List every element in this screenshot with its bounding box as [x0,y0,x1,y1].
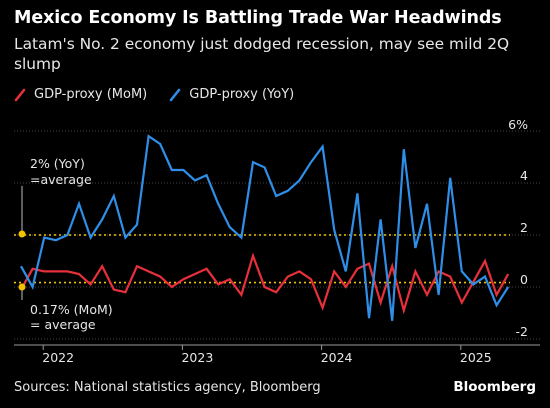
y-tick-label: 4 [520,168,528,183]
y-tick-label: 2 [520,220,528,235]
chart-subtitle: Latam's No. 2 economy just dodged recess… [14,35,510,73]
mom-average-sublabel: = average [30,317,96,332]
y-tick-label: 6% [508,117,528,132]
legend: GDP-proxy (MoM) GDP-proxy (YoY) [14,87,316,102]
series-layer [20,134,510,321]
legend-item-mom: GDP-proxy (MoM) [14,87,147,102]
grid-layer [14,130,540,350]
legend-swatch-mom [14,88,26,101]
mom-average-label: 0.17% (MoM) [30,302,113,317]
chart-title: Mexico Economy Is Battling Trade War Hea… [14,8,502,28]
y-tick-label: 0 [520,272,528,287]
series-line-mom [20,252,510,315]
yoy-average-sublabel: =average [30,172,92,187]
x-tick-label: 2024 [321,350,353,365]
legend-label-mom: GDP-proxy (MoM) [34,87,148,102]
mom-average-marker [18,283,26,291]
brand-logo: Bloomberg [453,379,536,395]
source-note: Sources: National statistics agency, Blo… [14,380,321,395]
legend-item-yoy: GDP-proxy (YoY) [169,87,294,102]
x-tick-label: 2023 [181,350,213,365]
annotations: 2% (YoY) =average 0.17% (MoM) = average [18,156,113,332]
yoy-average-marker [18,230,26,238]
legend-swatch-yoy [169,88,181,101]
x-tick-label: 2022 [42,350,74,365]
yoy-average-label: 2% (YoY) [30,156,85,171]
x-tick-label: 2025 [460,350,492,365]
series-line-yoy [20,134,510,321]
tick-labels: 6% 4 2 0 -2 2022 2023 2024 2025 [42,117,528,365]
legend-label-yoy: GDP-proxy (YoY) [189,87,295,102]
y-tick-label: -2 [516,324,528,339]
